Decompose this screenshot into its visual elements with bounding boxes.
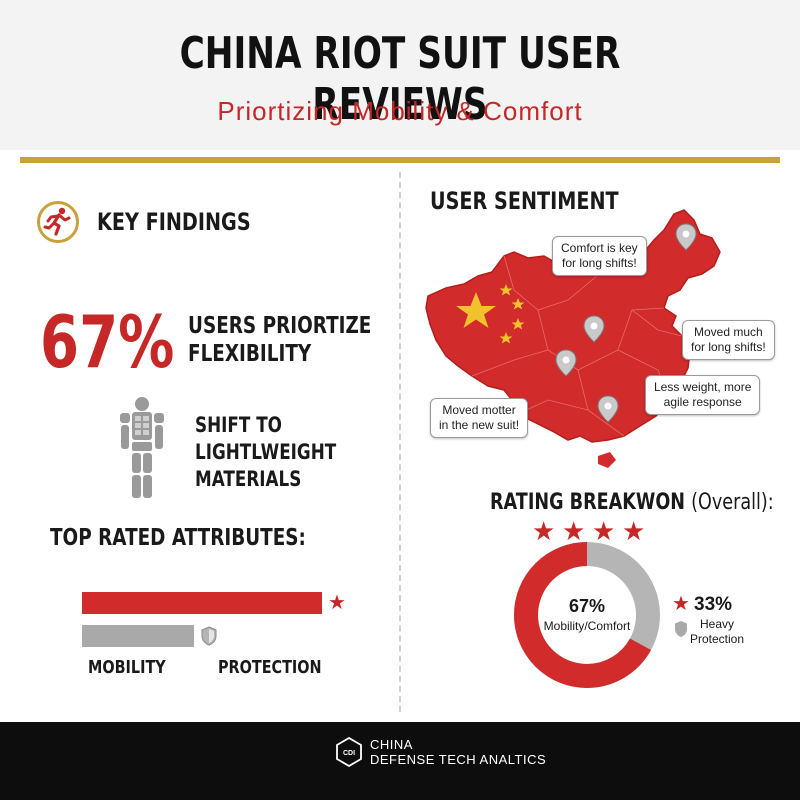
flexibility-stat-label: USERS PRIORTIZE FLEXIBILITY [188, 313, 372, 367]
mobility-label: MOBILITY [88, 657, 166, 678]
mobility-comfort-label: Mobility/Comfort [543, 619, 631, 633]
column-divider [399, 172, 401, 712]
key-findings-title: KEY FINDINGS [97, 208, 251, 236]
mobility-comfort-pct: 67% [568, 596, 606, 616]
company-logo: CDI [336, 737, 362, 767]
flexibility-stat: 67% [40, 300, 175, 384]
heavy-protection-label: Heavy Protection [690, 617, 745, 646]
footer [0, 722, 800, 800]
footer-line1: CHINA [370, 737, 413, 752]
sentiment-bubble: Less weight, more agile response [645, 375, 761, 415]
rating-breakdown-title: RATING BREAKWON (Overall): [490, 490, 774, 515]
user-sentiment-title: USER SENTIMENT [430, 187, 619, 215]
page-title: CHINA RIOT SUIT USER REVIEWS [179, 28, 621, 130]
svg-text:CDI: CDI [343, 750, 355, 757]
header: CHINA RIOT SUIT USER REVIEWS Priortizing… [0, 0, 800, 150]
page-subtitle: Priortizing Mobility & Comfort [217, 96, 583, 126]
sentiment-bubble: Comfort is key for long shifts! [552, 236, 647, 276]
sentiment-bubble: Moved much for long shifts! [682, 320, 775, 360]
heavy-protection-pct: 33% [694, 594, 733, 615]
sentiment-bubble: Moved motter in the new suit! [430, 398, 529, 438]
shield-icon [675, 621, 687, 637]
star-icon: ★ [328, 592, 346, 614]
shield-icon [201, 626, 217, 646]
star-icon: ★ [592, 516, 616, 546]
star-icon: ★ [622, 516, 646, 546]
protection-label: PROTECTION [218, 657, 322, 678]
protection-bar [82, 625, 194, 647]
materials-shift-label: SHIFT TO LIGHTLWEIGHT MATERIALS [195, 413, 337, 491]
star-icon: ★ [672, 593, 690, 615]
star-icon: ★ [562, 516, 586, 546]
star-icon: ★ [532, 516, 556, 546]
running-person-icon [37, 201, 79, 243]
map-pin-icon [675, 223, 697, 251]
header-divider [20, 157, 780, 163]
footer-line2: DEFENSE TECH ANALTICS [370, 752, 547, 767]
mobility-bar [82, 592, 322, 614]
body-armor-icon [120, 397, 164, 498]
top-attributes-title: TOP RATED ATTRIBUTES: [50, 525, 306, 551]
rating-donut-chart [514, 542, 660, 688]
